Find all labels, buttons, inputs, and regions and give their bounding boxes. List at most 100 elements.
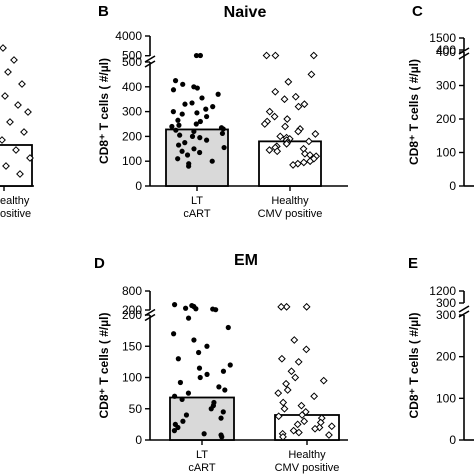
data-point — [16, 170, 24, 178]
data-point — [193, 121, 199, 127]
data-point — [280, 95, 289, 104]
y-tick-label: 1500 — [429, 31, 456, 45]
data-point — [197, 374, 203, 381]
y-tick-label: 200 — [436, 350, 456, 364]
data-point — [290, 336, 299, 344]
y-tick-label: 200 — [122, 308, 142, 322]
data-point — [294, 357, 303, 366]
data-point — [273, 147, 282, 156]
data-point — [191, 128, 197, 135]
data-point — [194, 110, 200, 116]
data-point — [175, 424, 181, 431]
y-tick-label: 1200 — [429, 284, 456, 298]
data-point — [215, 91, 221, 97]
data-point — [170, 109, 176, 115]
panel-letter: D — [94, 255, 105, 272]
data-point — [204, 343, 210, 349]
data-point — [26, 154, 34, 162]
data-point — [294, 102, 303, 111]
data-point — [191, 146, 197, 152]
data-point — [274, 412, 283, 421]
y-axis-label: CD8⁺ T cells ( #/µl) — [97, 313, 111, 419]
y-axis-label: CD8⁺ T cells ( #/µl) — [97, 58, 111, 164]
x-category-label: cART — [188, 462, 216, 474]
data-point — [182, 101, 188, 107]
y-tick-label: 100 — [122, 371, 142, 385]
data-point — [271, 87, 280, 96]
data-point — [319, 376, 328, 385]
data-point — [302, 345, 311, 354]
data-point — [260, 120, 269, 128]
data-point — [277, 354, 286, 363]
y-tick-label: 100 — [436, 146, 456, 160]
data-point — [183, 412, 190, 418]
y-tick-label: 400 — [122, 80, 142, 94]
y-tick-label: 100 — [436, 391, 456, 405]
data-point — [289, 426, 298, 435]
x-category-label: ealthy — [0, 195, 30, 207]
data-point — [302, 302, 311, 311]
data-point — [20, 128, 28, 136]
axis-break-mark — [144, 55, 156, 68]
data-point — [199, 95, 205, 101]
y-tick-label: 200 — [436, 112, 456, 126]
data-point — [299, 158, 308, 167]
data-point — [180, 418, 186, 424]
data-point — [180, 81, 186, 87]
data-point — [270, 112, 279, 121]
data-point — [197, 135, 203, 141]
y-tick-label: 100 — [122, 154, 142, 168]
data-point — [197, 149, 203, 156]
data-point — [18, 80, 26, 88]
data-point — [14, 101, 22, 109]
data-point — [213, 307, 219, 313]
data-point — [196, 365, 203, 371]
data-point — [311, 424, 319, 433]
data-point — [283, 386, 292, 394]
data-point — [280, 404, 289, 413]
data-point — [265, 107, 274, 116]
y-tick-label: 150 — [122, 339, 142, 353]
x-category-label: LT — [191, 195, 203, 207]
y-tick-label: 300 — [436, 79, 456, 93]
data-point — [171, 331, 177, 337]
x-category-label: Healthy — [271, 195, 309, 207]
data-point — [294, 127, 303, 136]
data-point — [177, 132, 183, 138]
y-tick-label: 400 — [436, 43, 456, 57]
data-point — [306, 157, 315, 166]
data-point — [182, 140, 188, 146]
data-point — [220, 409, 226, 415]
data-point — [172, 78, 179, 84]
y-tick-label: 0 — [449, 179, 456, 193]
data-point — [210, 104, 216, 110]
data-point — [169, 123, 175, 130]
data-point — [182, 305, 189, 311]
data-point — [171, 302, 178, 308]
data-point — [276, 132, 285, 141]
axis-break-mark — [458, 305, 470, 318]
data-point — [287, 367, 296, 376]
panel-title: EM — [234, 252, 258, 269]
y-tick-label: 200 — [122, 129, 142, 143]
data-point — [2, 162, 10, 170]
data-point — [227, 362, 233, 368]
data-point — [186, 163, 192, 169]
data-point — [274, 389, 283, 398]
data-point — [1, 92, 9, 100]
data-point — [282, 139, 291, 148]
data-point — [219, 434, 225, 440]
data-point — [220, 368, 227, 374]
panel-letter: E — [408, 255, 418, 272]
data-point — [218, 415, 224, 421]
data-point — [216, 384, 222, 390]
data-point — [222, 387, 228, 393]
data-point — [309, 51, 318, 60]
panel-letter: C — [412, 3, 423, 20]
data-point — [221, 144, 227, 151]
y-tick-label: 200 — [122, 303, 142, 317]
data-point — [185, 315, 192, 321]
y-tick-label: 500 — [122, 55, 142, 69]
data-point — [179, 111, 185, 117]
